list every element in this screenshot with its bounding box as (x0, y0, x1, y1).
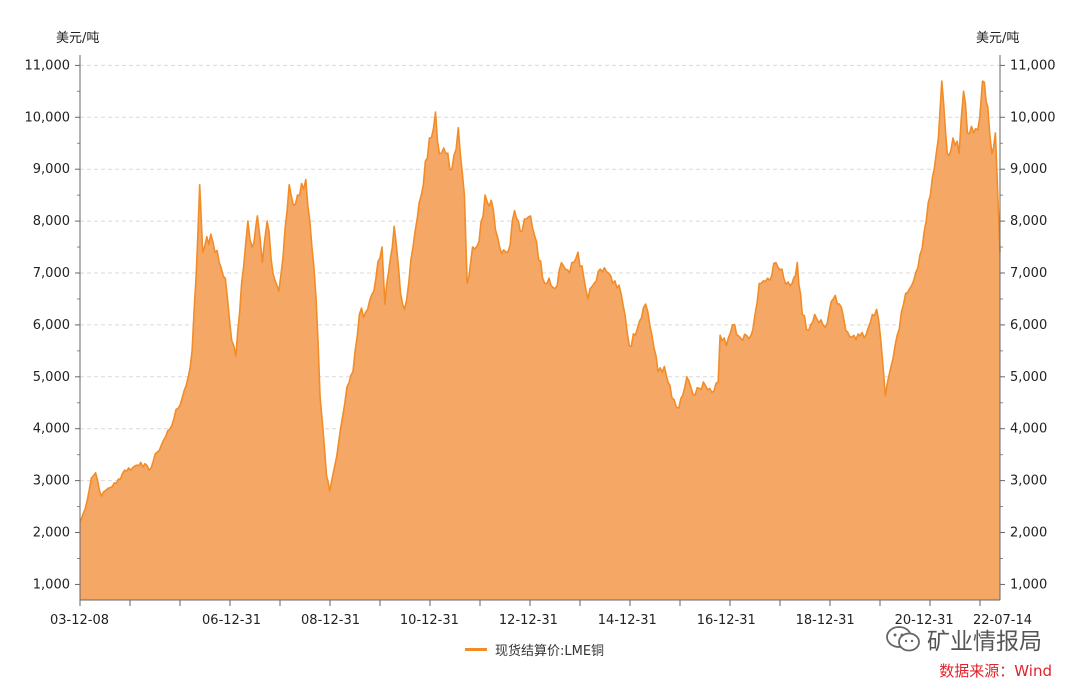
y-tick-label-left: 1,000 (33, 577, 70, 592)
watermark-text: 矿业情报局 (927, 629, 1042, 655)
legend-label: 现货结算价:LME铜 (495, 643, 605, 659)
y-tick-label-left: 3,000 (33, 474, 70, 489)
y-tick-label-right: 8,000 (1010, 214, 1047, 229)
x-tick-label: 08-12-31 (301, 613, 360, 628)
x-tick-label: 16-12-31 (697, 613, 756, 628)
y-tick-label-left: 2,000 (33, 526, 70, 541)
y-tick-label-left: 6,000 (33, 318, 70, 333)
area-fill (80, 81, 1000, 600)
y-tick-label-left: 5,000 (33, 370, 70, 385)
y-tick-label-left: 7,000 (33, 266, 70, 281)
legend-swatch (465, 647, 487, 651)
y-tick-label-right: 7,000 (1010, 266, 1047, 281)
source-note: 数据来源：Wind (939, 662, 1052, 680)
y-tick-label-right: 10,000 (1010, 110, 1056, 125)
y-tick-label-left: 4,000 (33, 422, 70, 437)
y-tick-label-left: 9,000 (33, 162, 70, 177)
right-unit-label: 美元/吨 (976, 31, 1019, 46)
y-tick-label-right: 3,000 (1010, 474, 1047, 489)
y-tick-label-right: 4,000 (1010, 422, 1047, 437)
left-unit-label: 美元/吨 (56, 31, 99, 46)
x-tick-label: 20-12-31 (895, 613, 954, 628)
axes: 1,000 1,000 2,000 2,000 3,000 3,000 4,000 4,000… (25, 55, 1056, 628)
y-tick-label-right: 9,000 (1010, 162, 1047, 177)
x-tick-label: 14-12-31 (598, 613, 657, 628)
legend[interactable]: 现货结算价:LME铜 (465, 640, 605, 659)
y-tick-label-left: 11,000 (25, 58, 71, 73)
x-tick-label: 18-12-31 (796, 613, 855, 628)
series-line (79, 80, 1001, 523)
y-tick-label-right: 11,000 (1010, 58, 1056, 73)
y-tick-label-right: 2,000 (1010, 526, 1047, 541)
x-tick-label: 03-12-08 (50, 613, 109, 628)
y-tick-label-left: 8,000 (33, 214, 70, 229)
y-tick-label-right: 5,000 (1010, 370, 1047, 385)
x-tick-label: 12-12-31 (499, 613, 558, 628)
y-tick-label-right: 6,000 (1010, 318, 1047, 333)
x-tick-label: 06-12-31 (202, 613, 261, 628)
y-tick-label-left: 10,000 (25, 110, 71, 125)
x-tick-label: 10-12-31 (400, 613, 459, 628)
y-tick-label-right: 1,000 (1010, 577, 1047, 592)
x-tick-label: 22-07-14 (973, 613, 1032, 628)
watermark: 矿业情报局 (885, 622, 1042, 656)
wechat-icon (886, 626, 920, 652)
